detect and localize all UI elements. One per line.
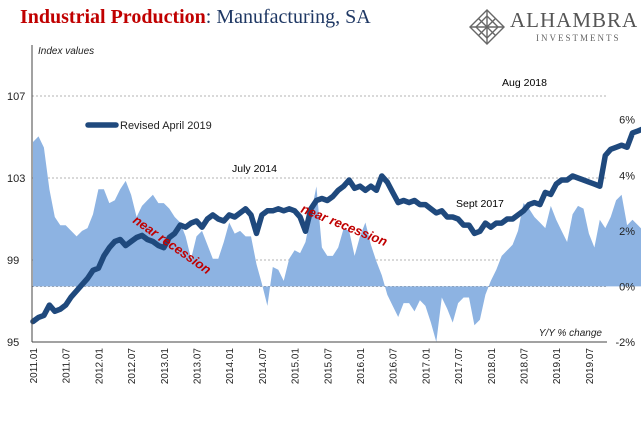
x-tick-label: 2012.07 <box>127 348 138 385</box>
left-tick-label: 99 <box>7 255 19 267</box>
x-tick-label: 2013.01 <box>160 348 171 385</box>
logo-subtitle: INVESTMENTS <box>536 33 621 43</box>
x-tick-label: 2013.07 <box>193 348 204 385</box>
title-main: Industrial Production <box>20 6 206 28</box>
annotation-label: Aug 2018 <box>502 77 547 89</box>
index-line-series <box>30 126 641 325</box>
right-tick-label: 6% <box>619 115 635 127</box>
annotation-label: July 2014 <box>232 163 277 175</box>
x-tick-label: 2014.07 <box>258 348 269 385</box>
alhambra-logo: ALHAMBRA INVESTMENTS <box>468 8 638 48</box>
legend: Revised April 2019 <box>85 120 212 132</box>
index-line <box>30 126 641 325</box>
yoy-area-series <box>33 136 641 342</box>
x-tick-label: 2017.01 <box>421 348 432 385</box>
x-tick-label: 2014.01 <box>225 348 236 385</box>
annotation-label: Sept 2017 <box>456 198 504 210</box>
x-tick-label: 2011.07 <box>62 348 73 384</box>
left-tick-label: 107 <box>7 91 25 103</box>
right-axis-title: Y/Y % change <box>539 328 603 339</box>
x-tick-label: 2016.07 <box>389 348 400 385</box>
x-tick-label: 2017.07 <box>454 348 465 385</box>
x-tick-label: 2019.07 <box>585 348 596 385</box>
legend-label: Revised April 2019 <box>120 120 212 132</box>
diamond-lattice-icon <box>469 9 505 45</box>
right-tick-label: 4% <box>619 170 635 182</box>
left-axis-title: Index values <box>38 46 94 57</box>
title-rest: : Manufacturing, SA <box>205 6 371 28</box>
yoy-area <box>33 136 641 342</box>
x-tick-label: 2012.01 <box>94 348 105 385</box>
right-tick-label: -2% <box>615 337 635 349</box>
logo-name: ALHAMBRA <box>510 8 639 32</box>
x-tick-label: 2018.07 <box>520 348 531 385</box>
x-tick-label: 2015.01 <box>291 348 302 385</box>
chart-title: Industrial Production: Manufacturing, SA <box>20 6 371 29</box>
left-tick-label: 95 <box>7 337 19 349</box>
right-tick-label: 0% <box>619 281 635 293</box>
x-tick-label: 2019.01 <box>552 348 563 385</box>
x-tick-label: 2011.01 <box>29 348 40 384</box>
right-tick-label: 2% <box>619 226 635 238</box>
x-tick-label: 2015.07 <box>323 348 334 385</box>
axes: 95 99 103 107 -2% 0% 2% 4% 6% Index values Y/Y % c… <box>7 45 635 384</box>
x-tick-label: 2016.01 <box>356 348 367 385</box>
x-tick-label: 2018.01 <box>487 348 498 385</box>
left-tick-label: 103 <box>7 173 25 185</box>
